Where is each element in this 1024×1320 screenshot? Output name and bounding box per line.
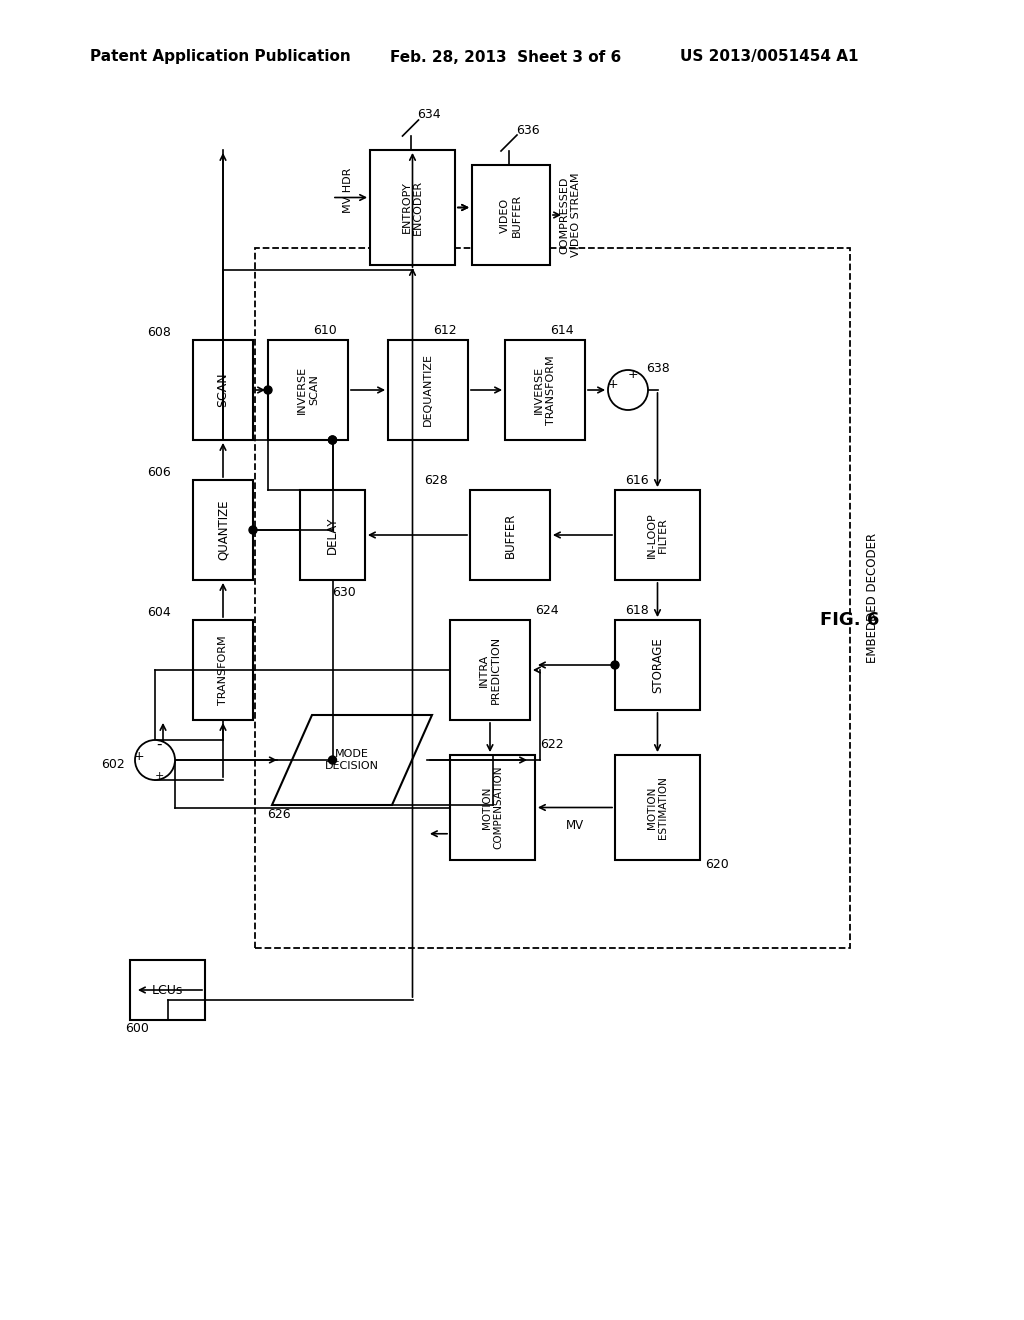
Bar — [450, 620, 530, 719]
Text: 606: 606 — [147, 466, 171, 479]
Text: 622: 622 — [540, 738, 563, 751]
Bar — [450, 755, 535, 861]
Text: ENTROPY
ENCODER: ENTROPY ENCODER — [401, 180, 423, 235]
Circle shape — [135, 741, 175, 780]
Text: STORAGE: STORAGE — [651, 638, 664, 693]
Text: VIDEO
BUFFER: VIDEO BUFFER — [500, 193, 522, 236]
Text: QUANTIZE: QUANTIZE — [216, 500, 229, 560]
Text: MOTION
COMPENSATION: MOTION COMPENSATION — [481, 766, 504, 849]
Bar — [193, 480, 253, 579]
Circle shape — [329, 756, 337, 764]
Bar — [193, 620, 253, 719]
Text: 602: 602 — [101, 759, 125, 771]
Bar — [370, 150, 455, 265]
Text: 630: 630 — [333, 586, 356, 598]
Text: INVERSE
SCAN: INVERSE SCAN — [297, 366, 318, 414]
Text: 624: 624 — [535, 603, 559, 616]
Text: 618: 618 — [625, 603, 649, 616]
Text: MV HDR: MV HDR — [343, 168, 353, 213]
Bar — [388, 341, 468, 440]
Bar — [268, 341, 348, 440]
Text: IN-LOOP
FILTER: IN-LOOP FILTER — [647, 512, 669, 558]
Text: DELAY: DELAY — [326, 516, 339, 554]
Bar — [615, 620, 700, 710]
Text: TRANSFORM: TRANSFORM — [218, 635, 228, 705]
Text: 604: 604 — [147, 606, 171, 619]
Bar — [472, 165, 550, 265]
Text: 610: 610 — [313, 323, 337, 337]
Bar — [615, 490, 700, 579]
Circle shape — [329, 436, 337, 444]
Circle shape — [611, 661, 618, 669]
Text: 634: 634 — [418, 108, 441, 121]
Text: +: + — [628, 367, 638, 380]
Circle shape — [249, 525, 257, 535]
Text: 636: 636 — [516, 124, 540, 136]
Circle shape — [608, 370, 648, 411]
Text: 620: 620 — [705, 858, 729, 871]
Text: 614: 614 — [550, 323, 573, 337]
Text: INVERSE
TRANSFORM: INVERSE TRANSFORM — [535, 355, 556, 425]
Bar — [615, 755, 700, 861]
Text: 616: 616 — [625, 474, 648, 487]
Bar — [255, 248, 850, 948]
Text: INTRA
PREDICTION: INTRA PREDICTION — [479, 636, 501, 704]
Bar — [505, 341, 585, 440]
Circle shape — [264, 385, 272, 393]
Text: +: + — [607, 379, 618, 392]
Text: 608: 608 — [147, 326, 171, 338]
Text: 628: 628 — [424, 474, 449, 487]
Text: MV: MV — [566, 818, 584, 832]
Text: MOTION
ESTIMATION: MOTION ESTIMATION — [647, 776, 669, 840]
Text: FIG. 6: FIG. 6 — [820, 611, 880, 630]
Text: +: + — [134, 750, 144, 763]
Text: Patent Application Publication: Patent Application Publication — [90, 49, 351, 65]
Text: MODE
DECISION: MODE DECISION — [325, 750, 379, 771]
Bar — [130, 960, 205, 1020]
Text: 612: 612 — [433, 323, 457, 337]
Circle shape — [329, 436, 337, 444]
Bar — [193, 341, 253, 440]
Bar — [470, 490, 550, 579]
Text: EMBEDDED DECODER: EMBEDDED DECODER — [865, 533, 879, 663]
Text: Feb. 28, 2013  Sheet 3 of 6: Feb. 28, 2013 Sheet 3 of 6 — [390, 49, 622, 65]
Text: BUFFER: BUFFER — [504, 512, 516, 557]
Text: 626: 626 — [267, 808, 291, 821]
Text: +: + — [155, 771, 164, 781]
Bar — [300, 490, 365, 579]
Text: LCUs: LCUs — [152, 983, 183, 997]
Text: SCAN: SCAN — [216, 372, 229, 408]
Text: 600: 600 — [125, 1022, 148, 1035]
Text: 638: 638 — [646, 362, 670, 375]
Polygon shape — [272, 715, 432, 805]
Text: -: - — [157, 737, 162, 751]
Text: DEQUANTIZE: DEQUANTIZE — [423, 354, 433, 426]
Text: COMPRESSED
VIDEO STREAM: COMPRESSED VIDEO STREAM — [559, 173, 581, 257]
Text: US 2013/0051454 A1: US 2013/0051454 A1 — [680, 49, 858, 65]
